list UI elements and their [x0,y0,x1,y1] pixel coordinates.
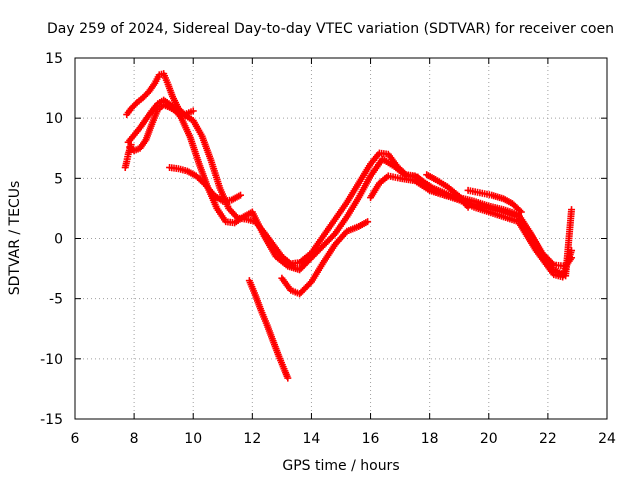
x-tick-label: 6 [71,431,80,447]
plot-frame [74,57,608,420]
x-tick-label: 10 [184,431,202,447]
x-tick-label: 8 [130,431,139,447]
y-tick-label: -5 [49,292,63,308]
data-point [568,247,576,255]
chart-title: Day 259 of 2024, Sidereal Day-to-day VTE… [47,21,614,37]
y-tick-label: -15 [40,412,63,428]
y-axis-title: SDTVAR / TECUs [7,181,23,296]
data-point [516,207,524,215]
x-tick-label: 14 [303,431,321,447]
tick-labels: 6 8 10 12 14 16 18 20 22 24 -15 -10 -5 0 5 10 15 [40,51,616,447]
y-tick-label: 0 [54,232,63,248]
x-tick-label: 24 [598,431,616,447]
x-tick-label: 16 [362,431,380,447]
x-tick-label: 20 [480,431,498,447]
data-point [517,208,525,216]
x-tick-label: 22 [539,431,557,447]
x-axis-title: GPS time / hours [282,458,399,474]
data-point [189,107,197,115]
x-tick-label: 12 [243,431,261,447]
data-point [364,218,372,226]
data-point [568,254,576,262]
y-tick-label: -10 [40,352,63,368]
data-points [121,70,576,382]
data-point [568,206,576,214]
y-tick-label: 15 [45,51,63,67]
data-point [127,141,135,149]
y-tick-label: 5 [54,171,63,187]
data-point [237,191,245,199]
x-tick-label: 18 [421,431,439,447]
y-tick-label: 10 [45,111,63,127]
data-point [284,374,292,382]
data-point [464,203,472,211]
data-point [548,259,556,267]
